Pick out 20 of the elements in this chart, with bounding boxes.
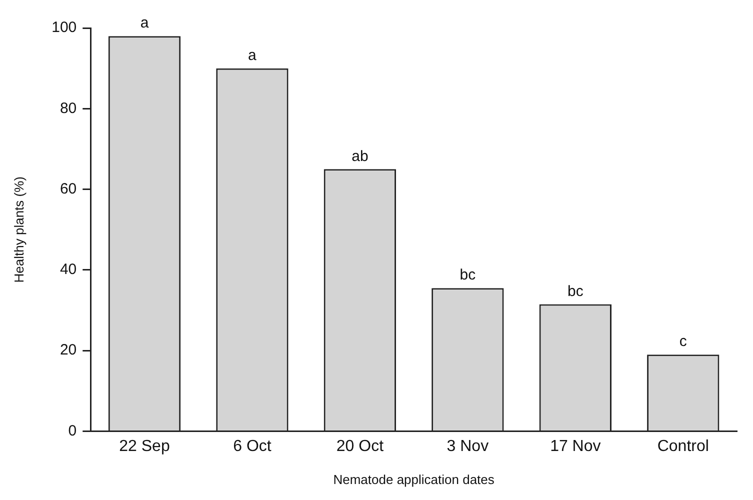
annotation: bc — [567, 282, 584, 300]
y-tick-label: 60 — [60, 180, 77, 198]
y-tick-label: 80 — [60, 100, 77, 117]
x-tick-label: 3 Nov — [446, 438, 489, 456]
x-tick-label: 17 Nov — [550, 438, 601, 456]
y-tick-label: 100 — [52, 19, 77, 36]
y-tick-label: 20 — [60, 342, 77, 359]
annotation: ab — [352, 148, 368, 165]
x-tick-label: 22 Sep — [119, 438, 170, 456]
annotation: a — [248, 46, 258, 64]
x-tick-label: 20 Oct — [336, 438, 384, 456]
y-tick-label: 40 — [60, 261, 77, 278]
y-tick-label: 0 — [68, 422, 77, 440]
y-axis-title: Healthy plants (%) — [11, 176, 26, 283]
annotation: a — [140, 14, 150, 32]
x-tick-label: 6 Oct — [233, 438, 272, 456]
x-tick-label: Control — [657, 438, 709, 456]
annotation: bc — [460, 266, 476, 284]
x-axis-title: Nematode application dates — [333, 472, 495, 487]
annotation: c — [679, 333, 688, 350]
